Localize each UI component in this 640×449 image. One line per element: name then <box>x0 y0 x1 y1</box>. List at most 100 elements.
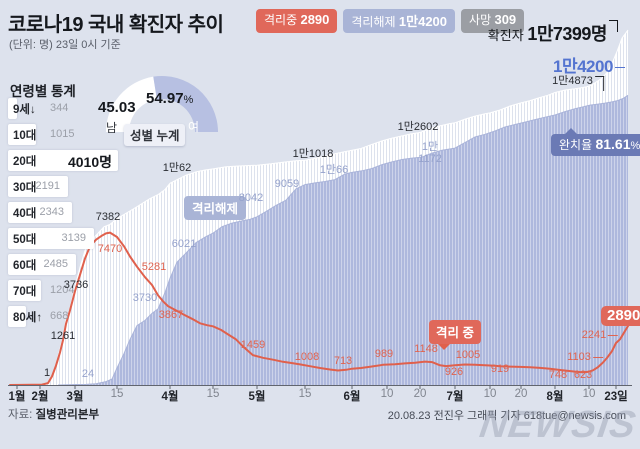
age-label: 20대 <box>13 156 37 168</box>
age-stats-title: 연령별 통계 <box>10 84 76 99</box>
age-stats-bars: 9세↓ 344 10대 1015 20대 4010명 30대 2191 40대 2343 50대 31… <box>8 97 188 331</box>
age-value: 1204 <box>50 284 75 296</box>
female-percentage-value: 54.97 <box>146 90 184 107</box>
percent-sign: % <box>183 94 194 106</box>
legend-badge-quarantine: 격리중 2890 <box>256 9 338 33</box>
x-axis-tick-label: 1월 <box>8 391 26 403</box>
x-axis-tick-label: 5월 <box>248 391 266 403</box>
total-confirmed-label: 확진자 <box>487 28 524 43</box>
released-final-value: 1만4200 <box>553 52 625 77</box>
x-axis-tick-label: 15 <box>110 388 124 400</box>
x-axis-tick-label: 15 <box>206 388 220 400</box>
x-axis-tick-label: 6월 <box>343 391 361 403</box>
legend-label: 격리중 <box>264 13 298 27</box>
gender-donut-female-segment <box>153 75 218 132</box>
age-value: 3139 <box>61 232 86 244</box>
x-axis-tick-label: 3월 <box>66 391 84 403</box>
age-label: 50대 <box>13 234 37 246</box>
x-axis-tick-label: 2월 <box>31 391 49 403</box>
age-value: 2485 <box>43 258 68 270</box>
age-value: 344 <box>50 102 69 114</box>
age-value: 4010명 <box>67 154 112 170</box>
legend-value: 309 <box>494 12 517 27</box>
age-bar <box>8 98 17 119</box>
source-value: 질병관리본부 <box>35 409 100 421</box>
released-cumulative-area <box>58 95 628 386</box>
age-row: 60대 2485 <box>8 253 188 279</box>
released-series-label: 격리해제 <box>184 196 247 220</box>
age-label: 9세↓ <box>13 104 36 116</box>
legend-label: 사망 <box>469 13 492 27</box>
title-part-2: 국내 확진자 <box>88 14 183 36</box>
age-bar <box>8 306 26 327</box>
age-label: 70대 <box>13 286 37 298</box>
subtitle: (단위: 명) 23일 0시 기준 <box>9 39 121 51</box>
gender-donut-title: 성별 누계 <box>124 124 186 146</box>
x-axis-tick-label: 8월 <box>546 391 564 403</box>
legend-badge-deaths: 사망 309 <box>461 9 525 33</box>
source-line: 자료: 질병관리본부 <box>8 406 99 422</box>
x-axis-tick-label: 10 <box>582 388 596 400</box>
female-label: 여 <box>188 120 200 134</box>
age-label: 40대 <box>13 208 37 220</box>
age-label: 10대 <box>13 130 37 142</box>
x-axis-tick-label: 15 <box>298 388 312 400</box>
gender-donut-chart <box>106 75 218 132</box>
x-axis-tick-label: 7월 <box>446 391 464 403</box>
bracket-connector <box>609 20 618 32</box>
age-value: 2191 <box>35 180 60 192</box>
legend: 격리중 2890 격리해제 1만4200 사망 309 <box>256 9 525 33</box>
age-label: 30대 <box>13 182 37 194</box>
title-part-1: 코로나19 <box>8 14 83 36</box>
age-value: 1015 <box>50 128 75 140</box>
age-value: 668 <box>50 310 69 322</box>
age-value: 2343 <box>39 206 64 218</box>
quarantine-series-callout: 격리 중 <box>429 320 481 350</box>
released-final-text: 1만4200 <box>553 57 613 76</box>
title-part-3: 추이 <box>187 14 224 36</box>
age-bar <box>8 176 68 197</box>
male-percentage: 45.03 <box>98 99 136 116</box>
age-bar <box>8 280 41 301</box>
age-row: 40대 2343 <box>8 201 188 227</box>
age-bar <box>8 254 76 275</box>
confirmed-top-edge <box>9 29 629 386</box>
recovery-rate-badge: 완치율 81.61% <box>551 128 640 156</box>
age-row: 50대 3139 <box>8 227 188 253</box>
x-axis-tick-marks <box>16 386 617 389</box>
legend-label: 격리해제 <box>351 15 396 29</box>
age-row: 70대 1204 <box>8 279 188 305</box>
source-label: 자료: <box>8 409 33 421</box>
final-quarantine-badge: 2890 <box>601 306 640 326</box>
female-percentage: 54.97% <box>146 90 193 107</box>
age-row: 20대 4010명 <box>8 149 188 175</box>
x-axis-tick-label: 4월 <box>161 391 179 403</box>
credit-line: 20.08.23 전진우 그래픽 기자 618tue@newsis.com <box>387 410 626 422</box>
dash-connector <box>614 67 625 69</box>
age-label: 60대 <box>13 260 37 272</box>
legend-badge-released: 격리해제 1만4200 <box>343 9 456 33</box>
total-confirmed-value: 1만7399명 <box>527 24 607 44</box>
x-axis-tick-label: 20 <box>514 388 528 400</box>
recovery-rate-label: 완치율 <box>559 138 593 152</box>
age-row: 10대 1015 <box>8 123 188 149</box>
x-axis-tick-label: 10 <box>380 388 394 400</box>
percent-sign: % <box>630 140 640 152</box>
age-row: 9세↓ 344 <box>8 97 188 123</box>
age-bar <box>8 228 94 249</box>
age-bar <box>8 150 118 171</box>
released-top-edge <box>57 94 629 386</box>
x-axis-tick-label: 23일 <box>604 391 628 403</box>
gender-donut-male-segment <box>106 76 157 132</box>
x-axis-tick-label: 20 <box>413 388 427 400</box>
age-row: 30대 2191 <box>8 175 188 201</box>
age-bar <box>8 124 36 145</box>
age-row: 80세↑ 668 <box>8 305 188 331</box>
x-axis-tick-label: 10 <box>483 388 497 400</box>
recovery-rate-value: 81.61 <box>595 136 631 152</box>
age-bar <box>8 202 72 223</box>
legend-value: 1만4200 <box>398 14 448 29</box>
male-label: 남 <box>106 121 118 135</box>
